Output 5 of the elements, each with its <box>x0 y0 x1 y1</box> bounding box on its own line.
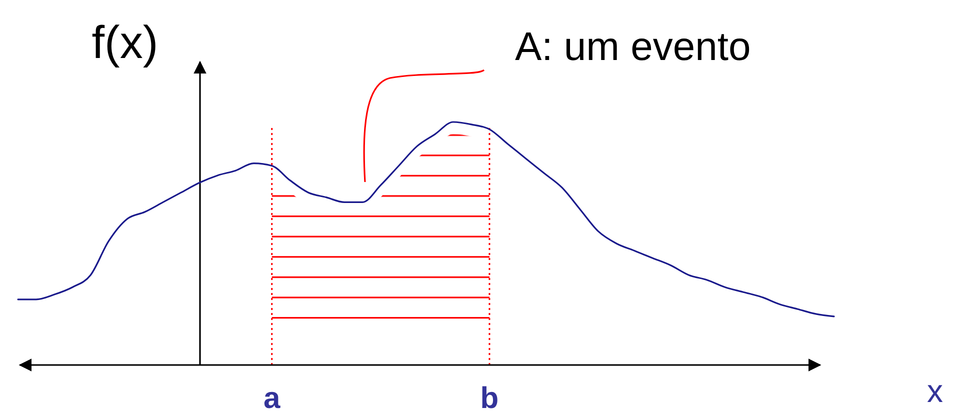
text: A: um evento <box>515 25 751 69</box>
x-tick-label: b <box>480 382 499 411</box>
y-axis-title: f(x) <box>92 16 158 68</box>
x-axis-title: x <box>927 373 943 409</box>
x-tick-label: a <box>264 382 281 411</box>
